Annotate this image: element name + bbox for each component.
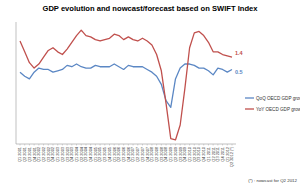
x-tick bbox=[52, 144, 53, 146]
legend-label: QoQ OECD GDP growth bbox=[256, 96, 300, 101]
x-tick bbox=[156, 144, 157, 146]
x-tick bbox=[57, 144, 58, 146]
x-tick bbox=[199, 144, 200, 146]
x-tick bbox=[71, 144, 72, 146]
x-tick bbox=[189, 144, 190, 146]
series-line bbox=[20, 30, 232, 140]
x-tick bbox=[123, 144, 124, 146]
x-tick bbox=[104, 144, 105, 146]
y-axis bbox=[16, 22, 17, 144]
x-tick bbox=[34, 144, 35, 146]
background bbox=[0, 0, 300, 186]
x-tick bbox=[24, 144, 25, 146]
x-tick bbox=[114, 144, 115, 146]
x-tick bbox=[109, 144, 110, 146]
x-tick bbox=[213, 144, 214, 146]
plot-area bbox=[20, 30, 232, 140]
x-tick bbox=[90, 144, 91, 146]
x-tick bbox=[166, 144, 167, 146]
x-tick bbox=[43, 144, 44, 146]
x-tick bbox=[67, 144, 68, 146]
x-tick bbox=[38, 144, 39, 146]
x-tick bbox=[100, 144, 101, 146]
chart: GDP evolution and nowcast/forecast based… bbox=[0, 0, 300, 186]
legend-swatch bbox=[245, 108, 254, 109]
legend-label: YoY OECD GDP growth bbox=[256, 107, 300, 112]
x-tick bbox=[194, 144, 195, 146]
x-tick bbox=[151, 144, 152, 146]
x-tick bbox=[62, 144, 63, 146]
footnote: (*) : nowcast for Q2 2012 bbox=[248, 178, 297, 183]
x-tick bbox=[184, 144, 185, 146]
x-tick bbox=[48, 144, 49, 146]
x-tick bbox=[175, 144, 176, 146]
x-tick bbox=[85, 144, 86, 146]
x-tick bbox=[133, 144, 134, 146]
x-tick bbox=[170, 144, 171, 146]
x-tick bbox=[128, 144, 129, 146]
title: GDP evolution and nowcast/forecast based… bbox=[42, 4, 258, 13]
x-tick bbox=[76, 144, 77, 146]
series-line bbox=[20, 64, 232, 107]
x-tick bbox=[222, 144, 223, 146]
x-tick bbox=[95, 144, 96, 146]
annotation: 1.4 bbox=[235, 50, 244, 56]
annotation: 0.5 bbox=[235, 69, 243, 75]
x-tick-label: Q2 2012 (*) bbox=[229, 146, 234, 167]
x-tick bbox=[232, 144, 233, 146]
legend-swatch bbox=[245, 97, 254, 98]
x-tick bbox=[180, 144, 181, 146]
x-tick bbox=[20, 144, 21, 146]
x-tick bbox=[142, 144, 143, 146]
x-tick bbox=[118, 144, 119, 146]
x-tick bbox=[147, 144, 148, 146]
x-tick bbox=[29, 144, 30, 146]
x-tick bbox=[137, 144, 138, 146]
x-tick bbox=[208, 144, 209, 146]
x-tick bbox=[203, 144, 204, 146]
x-tick bbox=[217, 144, 218, 146]
x-axis bbox=[16, 144, 236, 145]
x-tick bbox=[81, 144, 82, 146]
x-tick bbox=[227, 144, 228, 146]
x-tick bbox=[161, 144, 162, 146]
